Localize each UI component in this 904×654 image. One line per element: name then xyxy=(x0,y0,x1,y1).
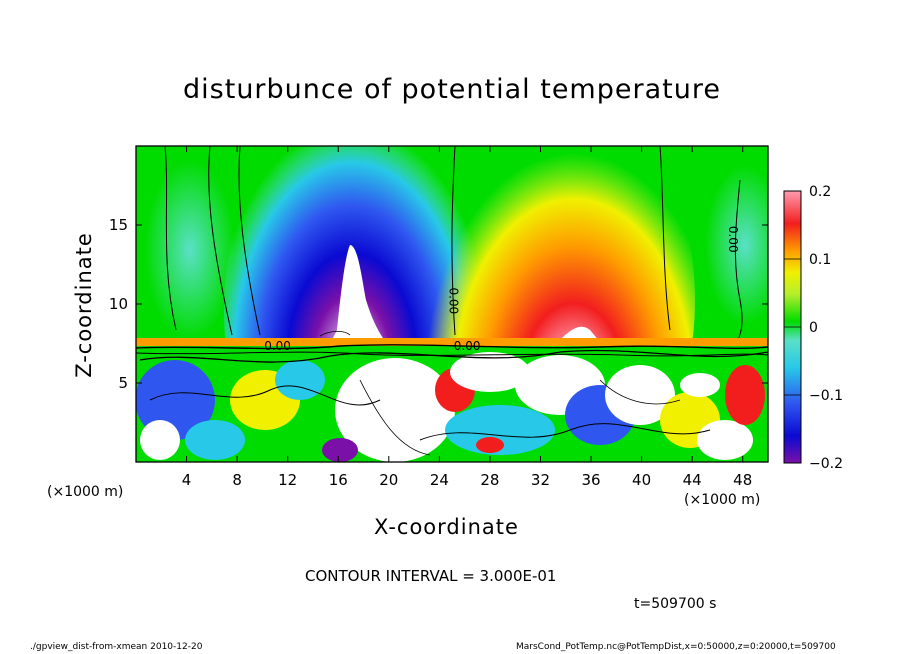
contour-label: 0.00 xyxy=(264,339,291,353)
contour-label: 0.00 xyxy=(454,339,481,353)
x-tick-label: 8 xyxy=(232,471,242,489)
colorbar-tick-label: 0 xyxy=(809,320,818,336)
contour-label: 0.00 xyxy=(446,287,460,314)
y-axis-label: Z-coordinate xyxy=(72,232,96,378)
contour-label: 0.00 xyxy=(726,226,740,253)
y-axis: 5 10 15 xyxy=(109,216,768,392)
y-tick-label: 15 xyxy=(109,216,128,234)
colorbar-tick-label: 0.2 xyxy=(809,184,831,200)
x-tick-label: 40 xyxy=(632,471,651,489)
colorbar-tick-label: −0.1 xyxy=(809,388,843,404)
x-tick-label: 28 xyxy=(480,471,499,489)
x-tick-label: 24 xyxy=(430,471,449,489)
x-tick-label: 32 xyxy=(531,471,550,489)
x-tick-label: 20 xyxy=(379,471,398,489)
x-unit-label-right: (×1000 m) xyxy=(684,492,761,508)
x-tick-label: 16 xyxy=(329,471,348,489)
heatmap-field xyxy=(136,146,768,462)
chart-title: disturbunce of potential temperature xyxy=(183,74,721,105)
x-axis: 4 8 12 16 20 24 28 32 36 40 44 48 xyxy=(182,146,752,489)
x-axis-label: X-coordinate xyxy=(374,515,519,539)
x-tick-label: 4 xyxy=(182,471,192,489)
colorbar-ticks: −0.2 −0.1 0 0.1 0.2 xyxy=(784,184,843,472)
contour-interval-note: CONTOUR INTERVAL = 3.000E-01 xyxy=(305,567,557,585)
x-unit-label-left: (×1000 m) xyxy=(47,484,124,500)
y-tick-label: 5 xyxy=(118,374,128,392)
time-note: t=509700 s xyxy=(634,596,717,612)
x-tick-label: 44 xyxy=(683,471,702,489)
x-tick-label: 12 xyxy=(278,471,297,489)
x-tick-label: 36 xyxy=(581,471,600,489)
colorbar-tick-label: 0.1 xyxy=(809,252,831,268)
colorbar-tick-label: −0.2 xyxy=(809,456,843,472)
y-tick-label: 10 xyxy=(109,295,128,313)
footer-data-source: MarsCond_PotTemp.nc@PotTempDist,x=0:5000… xyxy=(516,642,836,652)
x-tick-label: 48 xyxy=(733,471,752,489)
footer-script-name: ./gpview_dist-from-xmean 2010-12-20 xyxy=(30,642,203,652)
contour-labels: 0.00 0.00 0.00 0.00 xyxy=(264,226,740,353)
